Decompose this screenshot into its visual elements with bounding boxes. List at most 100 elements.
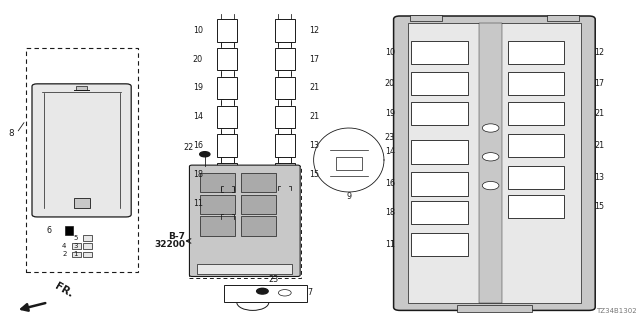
FancyBboxPatch shape — [189, 165, 300, 276]
Text: 17: 17 — [309, 55, 319, 64]
Bar — [508, 41, 564, 64]
Text: 16: 16 — [193, 141, 203, 150]
Bar — [336, 157, 362, 170]
Bar — [275, 106, 295, 128]
Bar — [217, 163, 237, 186]
Bar — [65, 226, 73, 235]
Bar — [410, 15, 442, 21]
Text: 11: 11 — [385, 240, 395, 249]
Text: 2: 2 — [62, 252, 67, 257]
Circle shape — [483, 181, 499, 190]
Bar — [83, 235, 92, 241]
Bar — [411, 172, 467, 196]
Text: 6: 6 — [46, 226, 51, 235]
Text: 22: 22 — [183, 143, 193, 152]
Circle shape — [483, 153, 499, 161]
Bar — [411, 72, 467, 95]
Text: 19: 19 — [385, 109, 395, 118]
Text: 1: 1 — [74, 252, 78, 257]
Bar — [217, 134, 237, 157]
Text: 20: 20 — [193, 55, 203, 64]
Bar — [74, 198, 90, 208]
Bar — [200, 173, 235, 192]
Bar — [200, 195, 235, 214]
Bar — [26, 48, 138, 272]
Bar — [72, 243, 81, 249]
Bar — [217, 192, 237, 214]
Text: 21: 21 — [594, 141, 604, 150]
Bar — [508, 102, 564, 125]
Bar — [275, 77, 295, 99]
Text: 13: 13 — [309, 141, 319, 150]
Bar — [217, 77, 237, 99]
Text: B-7: B-7 — [168, 232, 186, 241]
Bar — [457, 305, 532, 312]
Bar — [189, 166, 301, 278]
Bar — [275, 134, 295, 157]
Text: 15: 15 — [309, 170, 319, 179]
Bar — [217, 106, 237, 128]
Bar — [508, 72, 564, 95]
Text: TZ34B1302: TZ34B1302 — [596, 308, 637, 314]
Bar — [411, 41, 467, 64]
Text: 10: 10 — [385, 48, 395, 57]
Bar — [197, 264, 292, 274]
Bar — [83, 243, 92, 249]
Bar — [76, 86, 87, 90]
Bar — [411, 140, 467, 164]
Bar — [217, 48, 237, 70]
Bar — [508, 134, 564, 157]
Text: 7: 7 — [307, 288, 312, 297]
Bar — [479, 23, 502, 303]
Text: 11: 11 — [193, 199, 203, 208]
Bar — [547, 15, 579, 21]
Bar — [408, 23, 581, 303]
Bar — [411, 102, 467, 125]
Text: FR.: FR. — [53, 282, 75, 300]
Text: 13: 13 — [594, 173, 604, 182]
Circle shape — [200, 152, 210, 157]
Text: 3: 3 — [74, 243, 78, 249]
Bar — [275, 19, 295, 42]
Bar — [411, 201, 467, 224]
Text: 14: 14 — [385, 148, 395, 156]
Circle shape — [278, 290, 291, 296]
Text: 17: 17 — [594, 79, 604, 88]
Text: 16: 16 — [385, 180, 395, 188]
Bar — [508, 195, 564, 218]
FancyBboxPatch shape — [32, 84, 131, 217]
Bar — [241, 173, 276, 192]
Text: 12: 12 — [594, 48, 604, 57]
Text: 18: 18 — [385, 208, 395, 217]
Text: 4: 4 — [62, 243, 67, 249]
Text: 8: 8 — [8, 129, 14, 138]
Text: 32200: 32200 — [155, 240, 186, 249]
Bar — [411, 233, 467, 256]
Circle shape — [257, 288, 268, 294]
Text: 18: 18 — [193, 170, 203, 179]
Text: 9: 9 — [346, 192, 351, 201]
Bar — [241, 216, 276, 236]
FancyBboxPatch shape — [394, 16, 595, 310]
Text: 12: 12 — [309, 26, 319, 35]
Text: 19: 19 — [193, 84, 203, 92]
Text: 21: 21 — [309, 84, 319, 92]
Bar — [72, 252, 81, 257]
Text: 23: 23 — [269, 275, 279, 284]
Bar — [83, 252, 92, 257]
Bar — [241, 195, 276, 214]
Bar — [224, 285, 307, 302]
Text: 20: 20 — [385, 79, 395, 88]
Text: 15: 15 — [594, 202, 604, 211]
Text: 10: 10 — [193, 26, 203, 35]
Text: 21: 21 — [309, 112, 319, 121]
Text: 23: 23 — [384, 133, 394, 142]
Circle shape — [483, 124, 499, 132]
Bar — [200, 216, 235, 236]
Text: 5: 5 — [74, 235, 78, 241]
Bar — [217, 19, 237, 42]
Bar — [275, 48, 295, 70]
Text: 14: 14 — [193, 112, 203, 121]
Bar — [508, 166, 564, 189]
Text: 21: 21 — [594, 109, 604, 118]
